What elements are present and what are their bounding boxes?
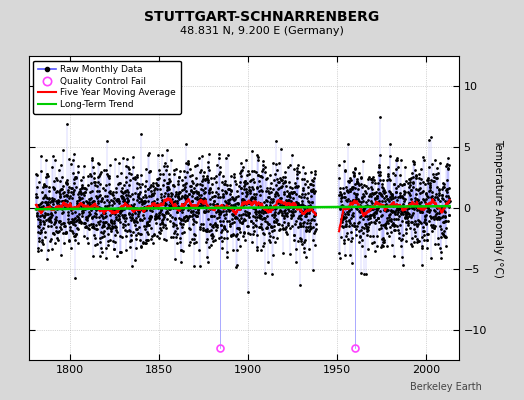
Text: Berkeley Earth: Berkeley Earth xyxy=(410,382,482,392)
Y-axis label: Temperature Anomaly (°C): Temperature Anomaly (°C) xyxy=(494,138,504,278)
Legend: Raw Monthly Data, Quality Control Fail, Five Year Moving Average, Long-Term Tren: Raw Monthly Data, Quality Control Fail, … xyxy=(34,60,181,114)
Text: STUTTGART-SCHNARRENBERG: STUTTGART-SCHNARRENBERG xyxy=(145,10,379,24)
Text: 48.831 N, 9.200 E (Germany): 48.831 N, 9.200 E (Germany) xyxy=(180,26,344,36)
